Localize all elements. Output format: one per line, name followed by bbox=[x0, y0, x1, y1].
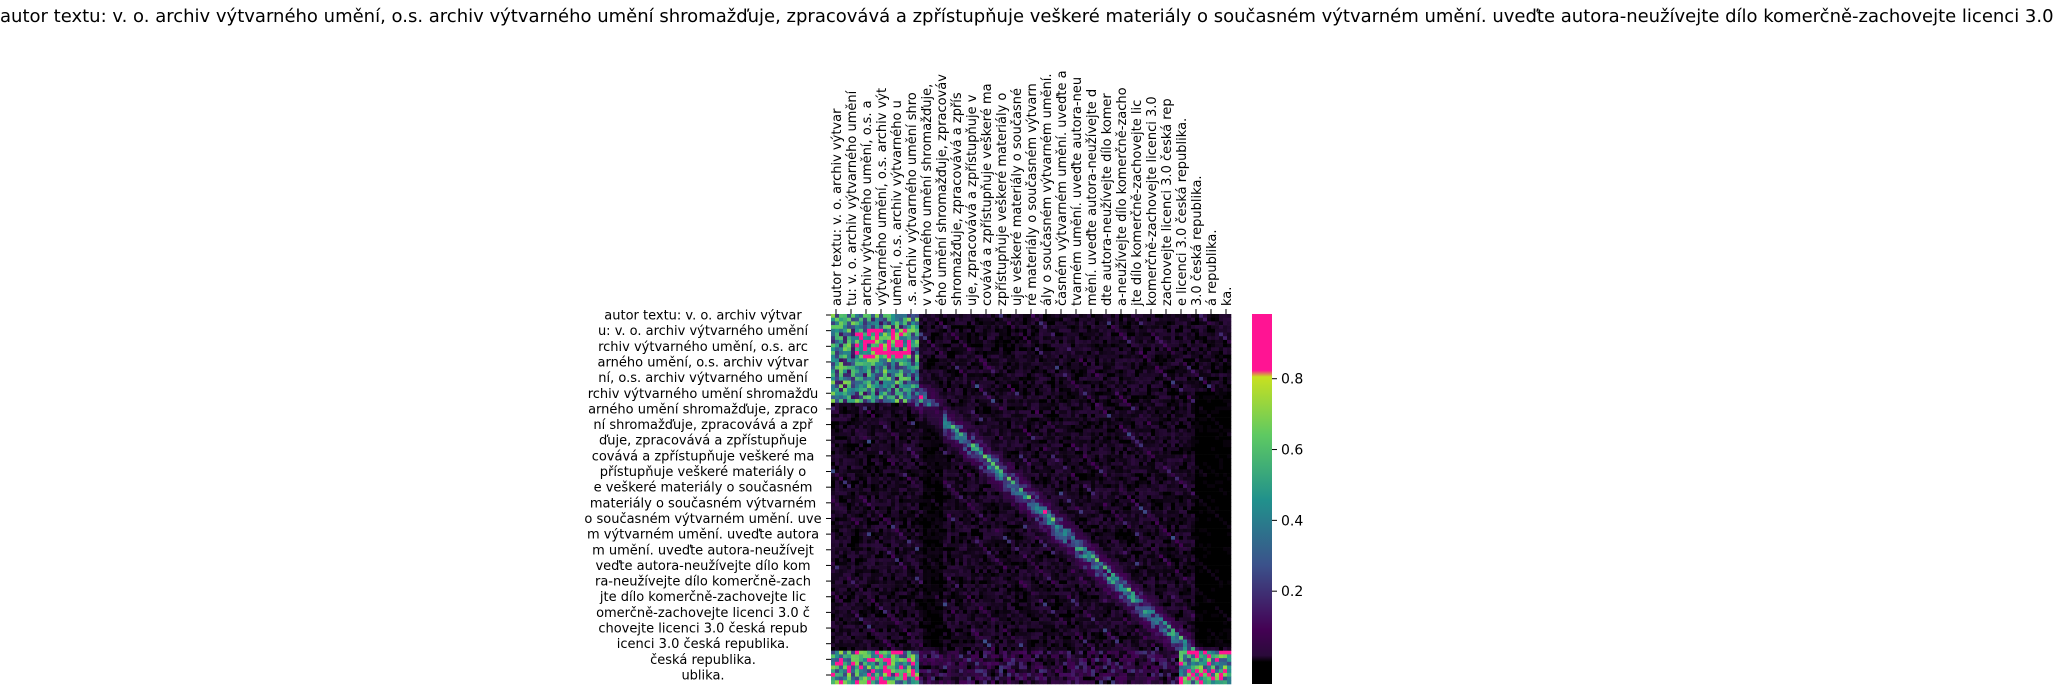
y-tick-label: chovejte licenci 3.0 česká repub bbox=[598, 622, 807, 637]
y-tick-label: veďte autora-neužívejte dílo kom bbox=[595, 559, 810, 574]
y-tick-label: arného umění shromažďuje, zpraco bbox=[588, 402, 818, 417]
y-tick-label: jte dílo komerčně-zachovejte lic bbox=[599, 590, 806, 605]
y-tick-label: rchiv výtvarného umění, o.s. arc bbox=[598, 340, 808, 355]
x-tick-label: .s. archiv výtvarného umění shro bbox=[905, 92, 920, 306]
y-tick-label: ublika. bbox=[681, 669, 724, 684]
x-tick-label: mění. uveďte autora-neužívejte d bbox=[1085, 89, 1100, 306]
colorbar-tick-label: 0.4 bbox=[1281, 513, 1303, 529]
x-tick-label: ka. bbox=[1220, 287, 1235, 306]
x-tick-label: umění, o.s. archiv výtvarného u bbox=[890, 100, 905, 306]
x-tick-label: dte autora-neužívejte dílo komer bbox=[1100, 93, 1115, 306]
colorbar-under bbox=[1252, 662, 1272, 684]
x-tick-label: autor textu: v. o. archiv výtvar bbox=[830, 108, 845, 306]
x-tick-label: tvarném umění. uveďte autora-neu bbox=[1070, 77, 1085, 306]
x-tick-label: ály o současném výtvarném umění. bbox=[1040, 73, 1055, 306]
x-tick-label: covává a zpřístupňuje veškeré ma bbox=[980, 83, 995, 306]
y-tick-label: ra-neužívejte dílo komerčně-zach bbox=[595, 575, 811, 590]
y-tick-label: m umění. uveďte autora-neužívejt bbox=[592, 543, 814, 558]
y-tick-label: materiály o současném výtvarném bbox=[590, 496, 816, 511]
y-tick-label: arného umění, o.s. archiv výtvar bbox=[598, 355, 810, 370]
x-tick-label: 3.0 česká republika. bbox=[1190, 175, 1205, 306]
x-tick-label: a-neužívejte dílo komerčně-zacho bbox=[1115, 87, 1130, 306]
y-tick-label: m výtvarném umění. uveďte autora bbox=[587, 528, 819, 543]
x-tick-label: ého umění shromažďuje, zpracováv bbox=[935, 74, 950, 306]
y-tick-label: ďuje, zpracovává a zpřístupňuje bbox=[599, 434, 807, 449]
x-tick-label: zachovejte licenci 3.0 česká rep bbox=[1160, 98, 1175, 306]
y-tick-label: rchiv výtvarného umění shromažďu bbox=[588, 387, 819, 402]
y-tick-label: ní shromažďuje, zpracovává a zpř bbox=[593, 418, 813, 433]
y-tick-label: o současném výtvarném umění. uve bbox=[584, 512, 821, 527]
colorbar-gradient bbox=[1252, 338, 1272, 662]
y-tick-label: covává a zpřístupňuje veškeré ma bbox=[592, 449, 815, 464]
x-tick-label: v výtvarného umění shromažďuje, bbox=[920, 84, 935, 306]
x-tick-label: časném výtvarném umění. uveďte a bbox=[1055, 70, 1070, 306]
y-tick-label: omerčně-zachovejte licenci 3.0 č bbox=[596, 606, 810, 621]
x-tick-label: shromažďuje, zpracovává a zpřís bbox=[950, 92, 965, 306]
x-tick-label: uje, zpracovává a zpřístupňuje v bbox=[965, 94, 980, 306]
y-tick-label: přístupňuje veškeré materiály o bbox=[600, 465, 807, 480]
x-tick-label: výtvarného umění, o.s. archiv výt bbox=[875, 88, 890, 306]
colorbar: 0.2 0.4 0.6 0.8 bbox=[1252, 314, 1303, 684]
y-tick-label: e veškeré materiály o současném bbox=[594, 481, 813, 496]
x-tick-label: uje veškeré materiály o současné bbox=[1010, 88, 1025, 306]
colorbar-over bbox=[1252, 314, 1272, 338]
x-tick-label: ré materiály o současném výtvarn bbox=[1025, 83, 1040, 306]
x-tick-label: jte dílo komerčně-zachovejte lic bbox=[1130, 100, 1145, 307]
x-tick-label: komerčně-zachovejte licenci 3.0 bbox=[1145, 96, 1160, 306]
x-axis: autor textu: v. o. archiv výtvar tu: v. o… bbox=[830, 70, 1235, 314]
x-tick-label: tu: v. o. archiv výtvarného umění bbox=[845, 90, 860, 306]
y-tick-label: u: v. o. archiv výtvarného umění bbox=[598, 324, 809, 339]
colorbar-tick-label: 0.8 bbox=[1281, 372, 1303, 388]
colorbar-ticks: 0.2 0.4 0.6 0.8 bbox=[1272, 372, 1303, 600]
y-tick-label: ní, o.s. archiv výtvarného umění bbox=[598, 371, 808, 386]
chart-title: autor textu: v. o. archiv výtvarného umě… bbox=[0, 6, 2056, 27]
y-tick-label: icenci 3.0 česká republika. bbox=[617, 637, 789, 652]
x-tick-label: e licenci 3.0 česká republika. bbox=[1175, 118, 1190, 306]
y-tick-label: česká republika. bbox=[650, 653, 756, 668]
x-tick-label: zpřístupňuje veškeré materiály o bbox=[995, 93, 1010, 306]
y-tick-label: autor textu: v. o. archiv výtvar bbox=[604, 309, 802, 324]
x-tick-label: á republika. bbox=[1205, 229, 1220, 306]
heatmap-cells bbox=[831, 314, 1232, 685]
colorbar-tick-label: 0.2 bbox=[1281, 584, 1303, 600]
colorbar-tick-label: 0.6 bbox=[1281, 443, 1303, 459]
x-tick-label: archiv výtvarného umění, o.s. a bbox=[860, 100, 875, 306]
